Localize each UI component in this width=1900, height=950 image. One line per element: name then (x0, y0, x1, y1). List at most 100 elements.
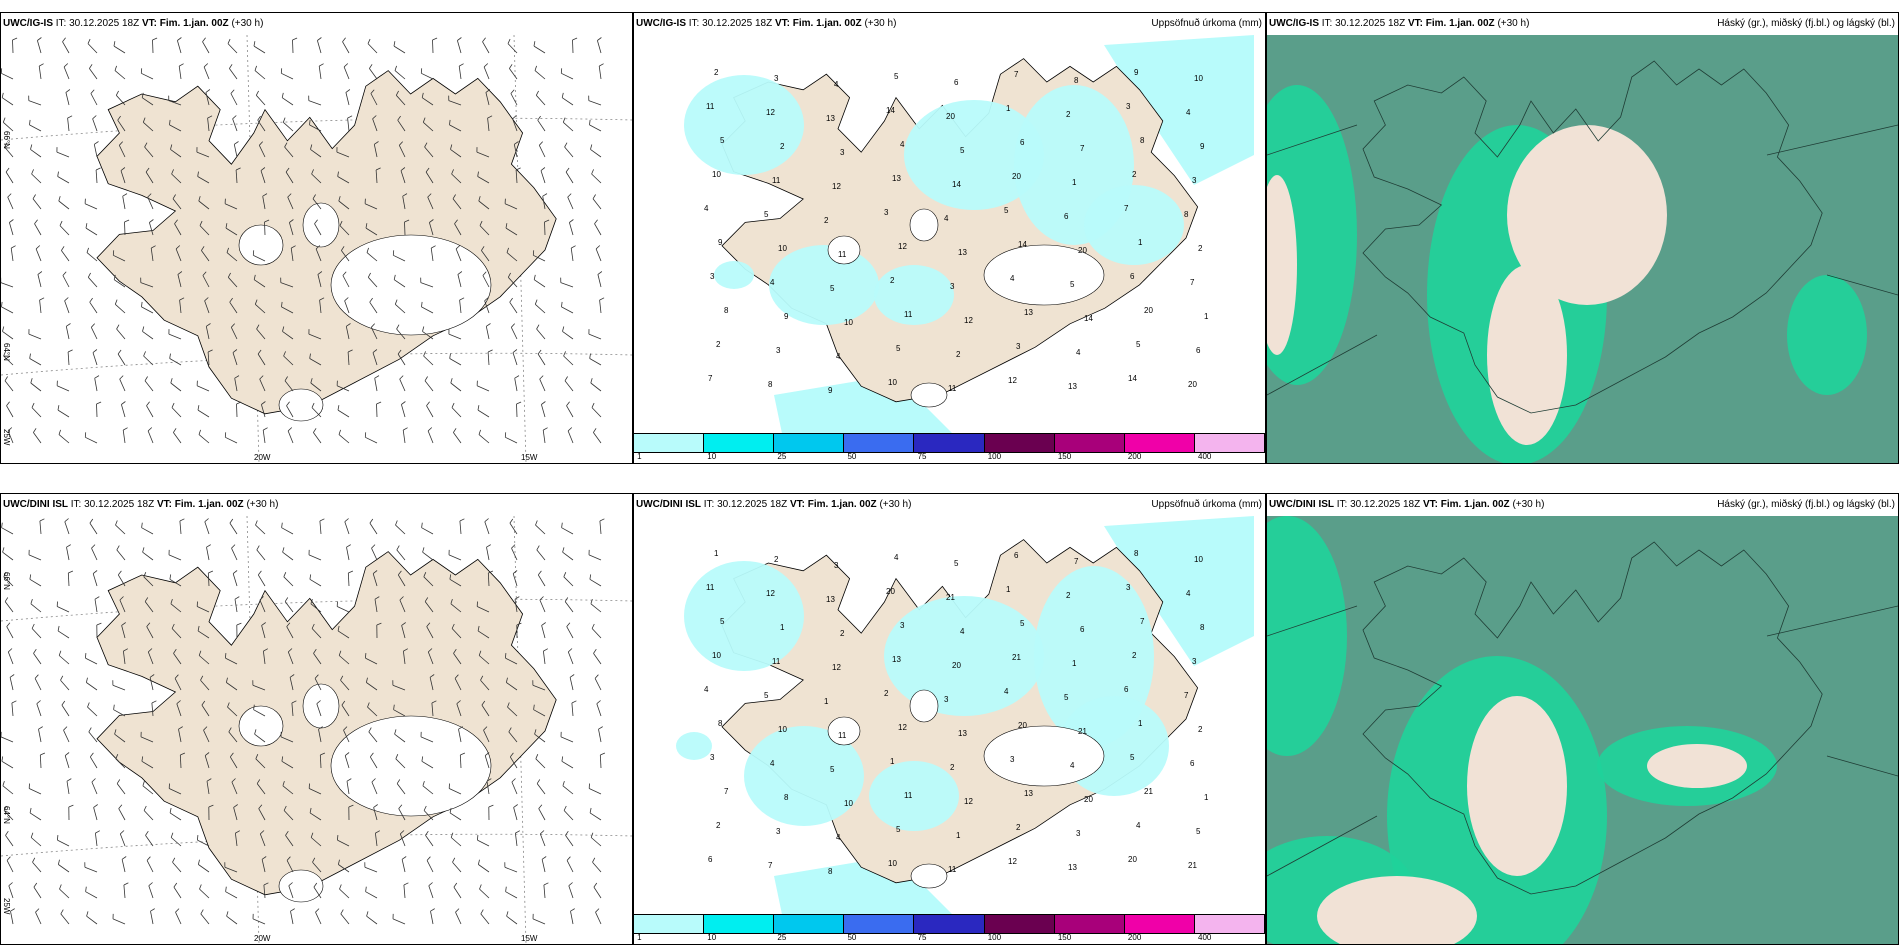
wind-barb (477, 606, 490, 613)
precip-value: 1 (1072, 659, 1077, 668)
wind-barb (113, 45, 126, 54)
glacier (302, 683, 340, 729)
wind-barb (512, 118, 518, 132)
precip-map: 1234567810111213202112345123456781011121… (676, 516, 1254, 924)
wind-barb-flag (338, 650, 342, 656)
wind-barb-flag (57, 171, 59, 177)
wind-barb-flag (455, 908, 460, 913)
wind-barb (63, 66, 70, 80)
wind-barb-flag (347, 115, 353, 119)
wind-barb (365, 227, 378, 236)
wind-barb-flag (226, 911, 229, 917)
wind-barb (309, 578, 322, 587)
wind-barb (39, 520, 42, 535)
wind-barb-flag (483, 726, 488, 731)
wind-barb (31, 628, 42, 639)
wind-barb-flag (29, 353, 31, 359)
wind-barb-flag (337, 171, 339, 177)
wind-barb (450, 149, 462, 158)
wind-barb (420, 736, 434, 743)
wind-barb-flag (484, 518, 489, 523)
precip-value: 8 (768, 380, 773, 389)
wind-barb-flag (348, 804, 354, 808)
wind-barb (597, 40, 602, 54)
wind-barb-flag (4, 142, 8, 148)
precip-area (1084, 185, 1184, 265)
colorbar-tick: 150 (1057, 933, 1072, 942)
wind-barb-flag (37, 37, 42, 41)
precip-value: 20 (1018, 721, 1027, 730)
colorbar-tick: 75 (917, 933, 927, 942)
wind-barb-flag (403, 882, 409, 886)
wind-barb-flag (515, 167, 521, 171)
wind-barb-flag (313, 882, 318, 888)
wind-barb (537, 353, 546, 366)
wind-barb (392, 684, 406, 691)
wind-barb (561, 527, 574, 535)
glacier (302, 202, 340, 248)
wind-barb (338, 864, 350, 873)
wind-barb-flag (397, 115, 401, 121)
colorbar-bin (774, 915, 845, 933)
precip-area (684, 561, 804, 671)
wind-barb (123, 884, 126, 899)
wind-barb-flag (231, 544, 236, 549)
wind-barb-flag (117, 349, 122, 355)
wind-barb-flag (6, 622, 11, 627)
wind-barb (369, 68, 378, 80)
wind-barb (421, 527, 434, 535)
wind-barb-flag (1, 522, 3, 528)
wind-barb (317, 40, 322, 54)
precip-value: 10 (844, 318, 853, 327)
wind-barb-flag (170, 378, 173, 384)
wind-barb-flag (3, 572, 7, 577)
wind-barb-flag (2, 326, 5, 332)
wind-barb-flag (396, 324, 400, 330)
wind-barb-flag (2, 117, 6, 123)
wind-barb (448, 554, 462, 561)
precip-value: 10 (888, 378, 897, 387)
wind-barb (169, 358, 182, 366)
wind-barb (562, 331, 574, 340)
precip-value: 7 (1140, 617, 1145, 626)
wind-barb-flag (348, 570, 354, 574)
wind-barb-flag (311, 402, 315, 408)
precip-value: 5 (1004, 206, 1009, 215)
wind-barb (513, 807, 518, 821)
wind-barb (396, 549, 406, 561)
wind-barb-flag (339, 884, 342, 890)
wind-barb (485, 326, 490, 340)
wind-barb (532, 918, 546, 925)
wind-barb (169, 124, 182, 132)
wind-barb (533, 709, 546, 717)
wind-barb-flag (460, 752, 466, 756)
wind-barb (370, 93, 378, 106)
wind-barb-flag (67, 349, 73, 353)
wind-barb-flag (598, 726, 603, 730)
colorbar-bin (1054, 434, 1125, 452)
wind-barb-flag (259, 141, 263, 146)
wind-barb-flag (311, 169, 314, 175)
wind-barb (205, 92, 210, 106)
wind-barb (343, 730, 350, 743)
wind-barb-flag (89, 752, 94, 758)
wind-barb (56, 151, 70, 158)
wind-barb (116, 549, 126, 561)
wind-barb (7, 651, 14, 665)
precip-value: 11 (772, 176, 781, 185)
wind-barb (29, 124, 42, 132)
wind-barb (256, 328, 266, 340)
wind-barb-flag (423, 351, 426, 357)
wind-barb-flag (30, 378, 33, 384)
wind-barb-flag (198, 429, 201, 435)
wind-barb-flag (31, 169, 34, 175)
wind-barb-flag (459, 297, 465, 301)
lon-label-15w: 15W (521, 934, 538, 943)
wind-barb (146, 860, 154, 873)
wind-barb-flag (369, 64, 373, 69)
wind-barb-flag (87, 38, 91, 44)
wind-barb-flag (87, 272, 91, 278)
precip-value: 4 (1136, 821, 1141, 830)
wind-barb-flag (283, 805, 287, 811)
wind-barb-flag (172, 194, 176, 200)
